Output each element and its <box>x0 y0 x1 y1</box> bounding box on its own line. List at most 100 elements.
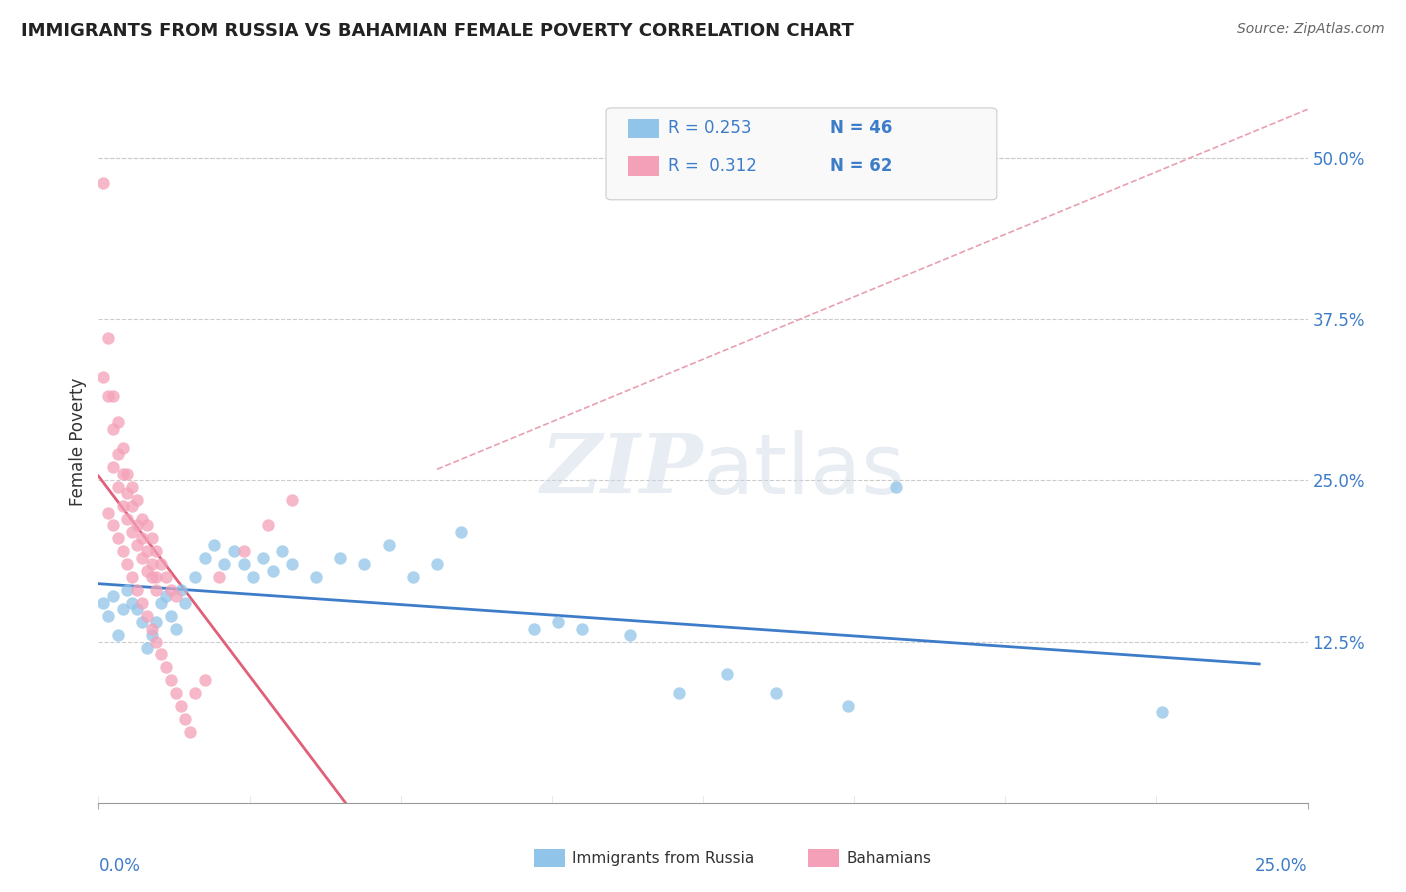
Point <box>127 602 149 616</box>
Point <box>107 447 129 461</box>
Point <box>281 557 304 571</box>
Point <box>450 524 472 539</box>
Point <box>353 557 375 571</box>
Point <box>271 544 294 558</box>
Point <box>107 628 129 642</box>
Point <box>165 590 187 604</box>
Point <box>145 544 167 558</box>
Point <box>97 608 120 623</box>
Point <box>256 518 278 533</box>
Point <box>141 622 163 636</box>
Point <box>305 570 328 584</box>
Text: R =  0.312: R = 0.312 <box>668 157 756 175</box>
Point <box>91 596 114 610</box>
Point <box>91 177 114 191</box>
Point <box>97 331 120 345</box>
Point <box>184 570 207 584</box>
Text: N = 46: N = 46 <box>830 120 891 137</box>
Point <box>150 557 173 571</box>
Point <box>141 557 163 571</box>
Point <box>165 686 187 700</box>
Point <box>242 570 264 584</box>
Point <box>97 389 120 403</box>
Point <box>121 524 143 539</box>
Point <box>141 628 163 642</box>
Point <box>107 415 129 429</box>
Point <box>619 628 641 642</box>
Point <box>141 531 163 545</box>
Point <box>145 582 167 597</box>
Point <box>117 557 139 571</box>
Text: N = 62: N = 62 <box>830 157 891 175</box>
Point <box>765 686 787 700</box>
Point <box>155 660 177 674</box>
Point <box>91 370 114 384</box>
Text: 0.0%: 0.0% <box>98 857 141 875</box>
Point <box>117 467 139 481</box>
Point <box>111 441 134 455</box>
Point <box>101 460 124 475</box>
Text: Source: ZipAtlas.com: Source: ZipAtlas.com <box>1237 22 1385 37</box>
Point <box>127 518 149 533</box>
Point <box>716 666 738 681</box>
Point <box>121 480 143 494</box>
Point <box>262 564 284 578</box>
Point <box>377 538 399 552</box>
Point <box>329 550 352 565</box>
Text: Immigrants from Russia: Immigrants from Russia <box>572 851 755 865</box>
Point <box>127 538 149 552</box>
Point <box>121 499 143 513</box>
Point <box>135 518 157 533</box>
Point <box>145 615 167 630</box>
Point <box>160 582 183 597</box>
Point <box>252 550 274 565</box>
Point <box>121 570 143 584</box>
Point <box>232 544 254 558</box>
Point <box>169 582 191 597</box>
Point <box>127 582 149 597</box>
Point <box>111 602 134 616</box>
Point <box>101 590 124 604</box>
Point <box>155 590 177 604</box>
Point <box>145 570 167 584</box>
Point <box>281 492 304 507</box>
Point <box>204 538 226 552</box>
Point <box>668 686 690 700</box>
Point <box>141 570 163 584</box>
Point <box>208 570 231 584</box>
Text: Bahamians: Bahamians <box>846 851 931 865</box>
Point <box>131 596 153 610</box>
Point <box>101 518 124 533</box>
Point <box>131 615 153 630</box>
Point <box>145 634 167 648</box>
Text: ZIP: ZIP <box>540 431 703 510</box>
Text: 25.0%: 25.0% <box>1256 857 1308 875</box>
Text: atlas: atlas <box>703 430 904 511</box>
Point <box>117 486 139 500</box>
Point <box>135 640 157 655</box>
Point <box>131 550 153 565</box>
Point <box>117 582 139 597</box>
Point <box>523 622 546 636</box>
Point <box>131 531 153 545</box>
Point <box>1152 706 1174 720</box>
Point <box>194 673 217 688</box>
Point <box>127 492 149 507</box>
Point <box>571 622 593 636</box>
Point <box>107 531 129 545</box>
Point <box>184 686 207 700</box>
Point <box>135 544 157 558</box>
Point <box>160 608 183 623</box>
Point <box>135 608 157 623</box>
Point <box>886 480 908 494</box>
Point <box>222 544 245 558</box>
Point <box>121 596 143 610</box>
Point <box>111 499 134 513</box>
Point <box>165 622 187 636</box>
Point <box>150 648 173 662</box>
Point <box>160 673 183 688</box>
Point <box>101 422 124 436</box>
Point <box>107 480 129 494</box>
Point <box>101 389 124 403</box>
Point <box>117 512 139 526</box>
